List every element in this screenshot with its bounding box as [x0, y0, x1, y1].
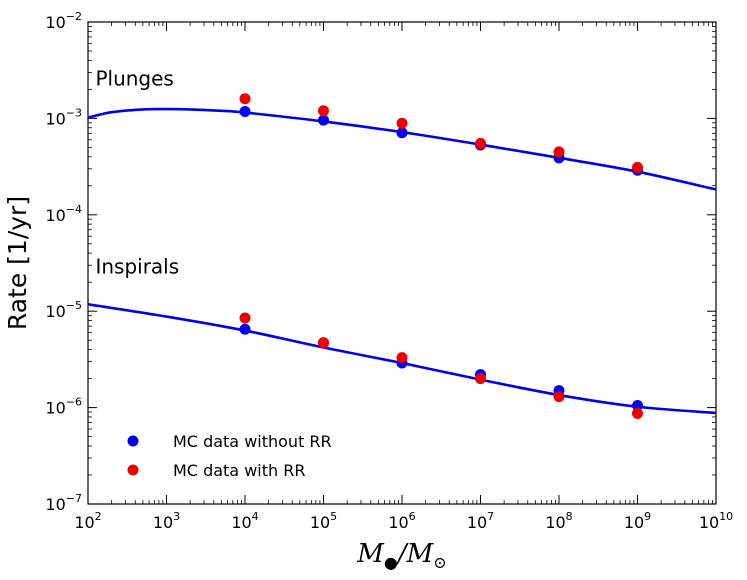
- annotation-inspirals: Inspirals: [95, 255, 179, 279]
- data-point-mc-data-with-rr: [396, 117, 408, 129]
- annotation-plunges: Plunges: [95, 66, 173, 90]
- data-point-mc-data-with-rr: [632, 161, 643, 173]
- x-tick-label: 105: [310, 510, 337, 532]
- x-tick-label: 106: [388, 510, 415, 532]
- x-tick-label: 109: [624, 510, 651, 532]
- data-point-mc-data-with-rr: [318, 337, 329, 349]
- legend-label: MC data without RR: [173, 432, 332, 451]
- x-tick-label: 108: [545, 510, 572, 532]
- data-point-mc-data-with-rr: [553, 146, 565, 158]
- x-tick-label: 104: [231, 510, 258, 532]
- y-tick-label: 10−6: [45, 396, 82, 418]
- y-tick-label: 10−3: [45, 106, 82, 128]
- y-tick-label: 10−2: [45, 10, 82, 32]
- data-point-mc-data-with-rr: [318, 105, 329, 117]
- x-tick-label: 107: [467, 510, 494, 532]
- x-tick-label: 1010: [699, 510, 733, 532]
- data-point-mc-data-without-rr: [239, 105, 251, 117]
- x-tick-label: 102: [74, 510, 101, 532]
- data-point-mc-data-with-rr: [239, 312, 251, 324]
- y-tick-label: 10−5: [45, 299, 82, 321]
- data-point-mc-data-with-rr: [239, 93, 251, 105]
- data-point-mc-data-without-rr: [239, 323, 251, 335]
- legend-marker: [127, 435, 139, 447]
- data-point-mc-data-with-rr: [475, 137, 486, 149]
- y-tick-label: 10−4: [45, 203, 82, 225]
- data-point-mc-data-without-rr: [396, 127, 408, 139]
- data-point-mc-data-with-rr: [396, 352, 408, 364]
- data-point-mc-data-with-rr: [632, 407, 643, 419]
- data-point-mc-data-with-rr: [475, 373, 486, 385]
- data-point-mc-data-without-rr: [632, 400, 643, 412]
- y-tick-label: 10−7: [45, 492, 82, 514]
- x-axis-title: M●/M⊙: [356, 539, 446, 572]
- y-axis-title: Rate [1/yr]: [3, 196, 32, 330]
- legend-marker: [127, 464, 139, 476]
- legend-label: MC data with RR: [173, 461, 305, 480]
- x-tick-label: 103: [153, 510, 180, 532]
- data-point-mc-data-with-rr: [553, 391, 565, 403]
- data-point-mc-data-without-rr: [318, 114, 329, 126]
